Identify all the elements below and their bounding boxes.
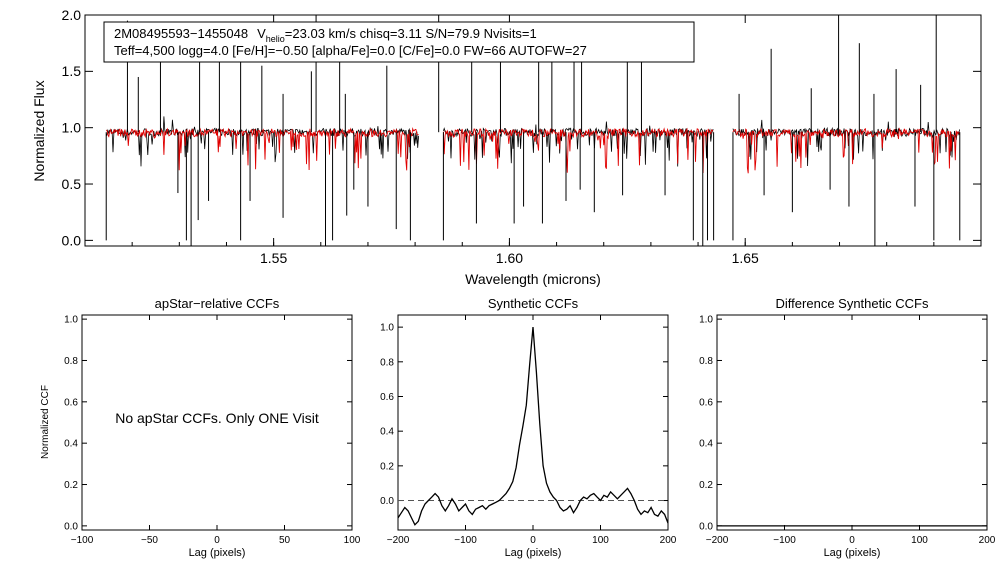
apstar-ccf-y-tick-label: 0.8 (64, 356, 78, 367)
spectrum-plot-frame (84, 14, 982, 247)
apstar-ccf-y-label: Normalized CCF (40, 385, 51, 459)
synthetic-ccf-title: Synthetic CCFs (488, 296, 579, 311)
difference-ccf-x-tick-label: −100 (773, 535, 796, 546)
model-spectrum-line (442, 127, 714, 174)
apstar-ccf-x-label: Lag (pixels) (189, 547, 246, 559)
apstar-ccf-y-tick-label: 0.0 (64, 521, 78, 532)
apstar-ccf-y-tick-label: 0.4 (64, 439, 78, 450)
synthetic-ccf-x-tick-label: 0 (530, 535, 536, 546)
difference-ccf-y-tick-label: 0.8 (699, 356, 713, 367)
synthetic-ccf-y-tick-label: 1.0 (380, 323, 394, 334)
synthetic-ccf-x-tick-label: −200 (387, 535, 410, 546)
apstar-ccf-x-tick-label: −50 (141, 535, 158, 546)
apstar-ccf-y-tick-label: 0.2 (64, 480, 78, 491)
model-spectrum-line (105, 127, 419, 171)
difference-ccf-x-tick-label: 100 (911, 535, 928, 546)
spectrum-y-tick-label: 2.0 (62, 7, 82, 23)
observed-spectrum-line (732, 119, 960, 167)
synthetic-ccf-x-label: Lag (pixels) (505, 547, 562, 559)
spectrum-y-tick-label: 0.5 (62, 176, 82, 192)
difference-ccf-x-tick-label: −200 (706, 535, 729, 546)
synthetic-ccf-ticks: −200 −100 0 100 200 0.0 0.2 0.4 0.6 0.8 1.0 (380, 315, 677, 546)
info-box (103, 21, 695, 63)
difference-ccf-title: Difference Synthetic CCFs (776, 296, 929, 311)
difference-ccf-x-tick-label: 0 (849, 535, 855, 546)
apstar-ccf-x-tick-label: −100 (71, 535, 94, 546)
apstar-ccf-y-tick-label: 0.6 (64, 397, 78, 408)
spectrum-y-label: Normalized Flux (31, 80, 47, 181)
apstar-ccf-x-tick-label: 50 (279, 535, 291, 546)
synthetic-ccf-series (397, 327, 669, 526)
difference-ccf-x-label: Lag (pixels) (824, 547, 881, 559)
synthetic-ccf-x-tick-label: 100 (592, 535, 609, 546)
difference-ccf-y-tick-label: 0.6 (699, 397, 713, 408)
apstar-ccf-y-tick-label: 1.0 (64, 315, 78, 326)
difference-ccf-ticks: −200 −100 0 100 200 0.0 0.2 0.4 0.6 0.8 1.0 (699, 315, 996, 546)
apstar-ccf-panel: −100 −50 0 50 100 0.0 0.2 0.4 0.6 0.8 1.0 apStar−r… (40, 296, 361, 559)
synthetic-ccf-y-tick-label: 0.8 (380, 357, 394, 368)
apstar-ccf-title: apStar−relative CCFs (155, 296, 280, 311)
model-spectrum-line (732, 127, 961, 174)
difference-ccf-y-tick-label: 1.0 (699, 315, 713, 326)
spectrum-x-label: Wavelength (microns) (465, 271, 601, 287)
spectrum-x-tick-label: 1.55 (260, 250, 287, 266)
spectrum-y-tick-label: 1.0 (62, 120, 82, 136)
synthetic-ccf-y-tick-label: 0.2 (380, 461, 394, 472)
difference-ccf-frame (716, 314, 988, 531)
observed-spectrum-line (105, 116, 419, 167)
synthetic-ccf-y-tick-label: 0.4 (380, 427, 394, 438)
difference-ccf-y-tick-label: 0.0 (699, 521, 713, 532)
difference-ccf-panel: −200 −100 0 100 200 0.0 0.2 0.4 0.6 0.8 1.0 Differ… (699, 296, 996, 559)
difference-ccf-y-tick-label: 0.2 (699, 480, 713, 491)
info-line-2: Teff=4,500 logg=4.0 [Fe/H]=−0.50 [alpha/… (114, 43, 587, 58)
spectrum-x-tick-label: 1.60 (496, 250, 523, 266)
synthetic-ccf-x-tick-label: 200 (660, 535, 677, 546)
synthetic-ccf-y-tick-label: 0.6 (380, 392, 394, 403)
spectrum-panel: 1.55 1.60 1.65 0.0 0.5 1.0 1.5 2.0 2M08495593−1… (31, 7, 982, 287)
synthetic-ccf-line (397, 327, 669, 526)
apstar-ccf-message: No apStar CCFs. Only ONE Visit (115, 410, 319, 426)
apstar-ccf-ticks: −100 −50 0 50 100 0.0 0.2 0.4 0.6 0.8 1.0 (64, 315, 361, 546)
spectrum-y-tick-label: 1.5 (62, 63, 82, 79)
info-line-1: 2M08495593−1455048 Vhelio=23.03 km/s chis… (114, 26, 537, 44)
apstar-ccf-x-tick-label: 0 (214, 535, 220, 546)
synthetic-ccf-x-tick-label: −100 (454, 535, 477, 546)
synthetic-ccf-panel: −200 −100 0 100 200 0.0 0.2 0.4 0.6 0.8 1.0 Synthe… (380, 296, 677, 559)
spectrum-x-tick-label: 1.65 (732, 250, 759, 266)
apstar-ccf-x-tick-label: 100 (344, 535, 361, 546)
spectrum-y-tick-label: 0.0 (62, 232, 82, 248)
spectrum-ticks: 1.55 1.60 1.65 0.0 0.5 1.0 1.5 2.0 (62, 7, 982, 266)
difference-ccf-x-tick-label: 200 (979, 535, 996, 546)
difference-ccf-y-tick-label: 0.4 (699, 439, 713, 450)
synthetic-ccf-y-tick-label: 0.0 (380, 496, 394, 507)
